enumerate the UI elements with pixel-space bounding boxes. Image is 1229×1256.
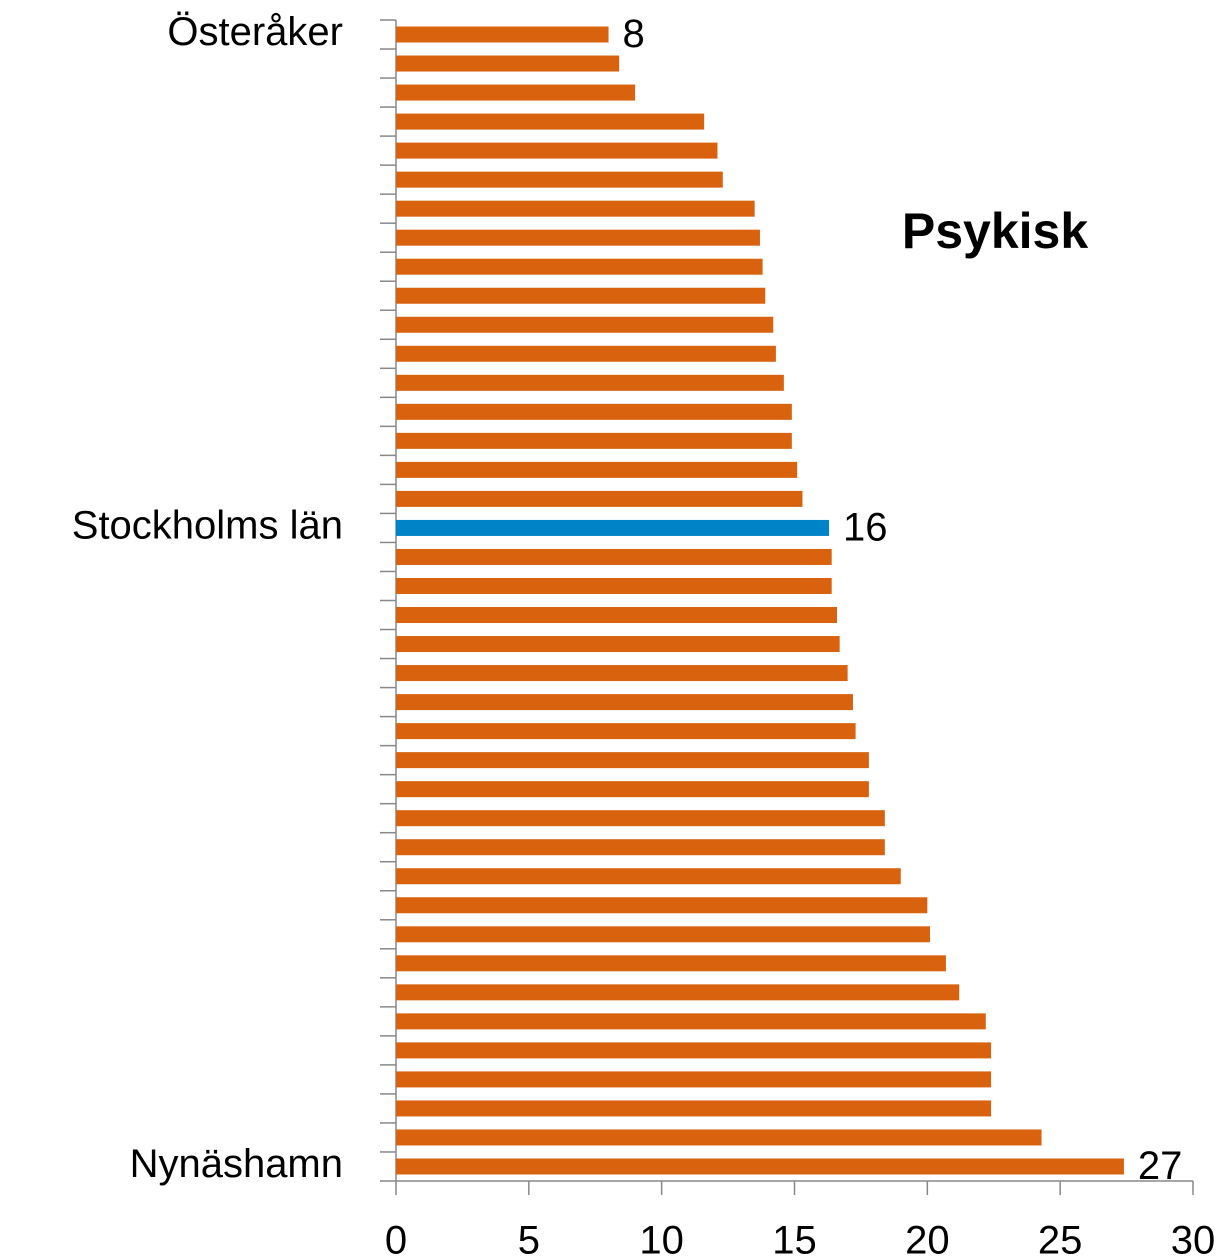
bar (396, 229, 760, 246)
bar (396, 171, 723, 188)
value-label: 8 (623, 12, 645, 56)
x-tick-label: 25 (1038, 1219, 1083, 1256)
bar (396, 519, 830, 536)
bar (396, 1013, 986, 1030)
chart-title: Psykisk (902, 203, 1088, 259)
bar (396, 142, 718, 159)
x-tick-label: 15 (772, 1219, 817, 1256)
bar (396, 984, 960, 1001)
bar (396, 955, 946, 972)
bar (396, 810, 885, 827)
y-tick-label: Stockholms län (72, 504, 343, 548)
bar (396, 1042, 992, 1059)
bar (396, 287, 766, 304)
x-tick-label: 30 (1171, 1219, 1216, 1256)
value-label: 16 (843, 506, 888, 550)
bar (396, 1071, 992, 1088)
bar (396, 926, 930, 943)
bar (396, 374, 784, 391)
bar (396, 1129, 1042, 1146)
x-tick-label: 20 (905, 1219, 950, 1256)
y-tick-label: Österåker (167, 10, 343, 54)
x-tick-label: 0 (385, 1219, 407, 1256)
bar (396, 345, 776, 362)
bar (396, 694, 853, 711)
bar (396, 461, 798, 478)
bar (396, 84, 636, 101)
bar (396, 1100, 992, 1117)
bar (396, 577, 832, 594)
bar (396, 723, 856, 740)
bar (396, 490, 803, 507)
bar (396, 607, 838, 624)
bar (396, 868, 901, 885)
bar (396, 432, 792, 449)
bar (396, 403, 792, 420)
bar (396, 839, 885, 856)
bar (396, 55, 620, 72)
bar (396, 665, 848, 682)
bar (396, 316, 774, 333)
bar (396, 752, 869, 769)
y-tick-label: Nynäshamn (130, 1142, 343, 1186)
value-label: 27 (1138, 1144, 1183, 1188)
bar (396, 200, 755, 217)
bar (396, 26, 609, 43)
bar (396, 897, 928, 914)
x-tick-label: 5 (518, 1219, 540, 1256)
bar (396, 1158, 1124, 1175)
bar (396, 113, 705, 130)
x-tick-label: 10 (639, 1219, 684, 1256)
bar (396, 781, 869, 798)
bar (396, 548, 832, 565)
bar (396, 258, 763, 275)
bar (396, 636, 840, 653)
